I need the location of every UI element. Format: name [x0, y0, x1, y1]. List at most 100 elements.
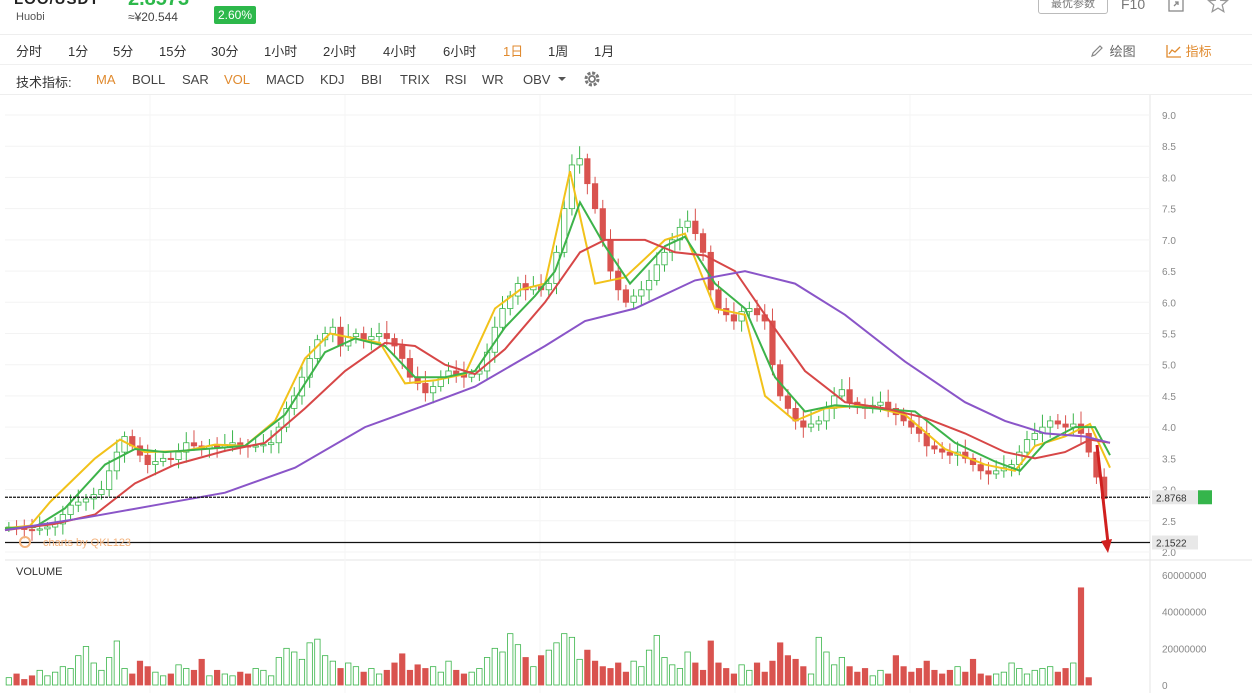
interval-tab[interactable]: 分时 [16, 44, 43, 59]
volume-bar [738, 664, 745, 686]
indicator-rsi[interactable]: RSI [445, 72, 467, 87]
interval-tab-active[interactable]: 1日 [503, 44, 524, 59]
indicator-bbi[interactable]: BBI [361, 72, 382, 87]
volume-tick-label: 20000000 [1162, 644, 1207, 655]
interval-tab[interactable]: 30分 [211, 44, 239, 59]
candle-body [67, 504, 74, 515]
volume-bar [815, 636, 822, 686]
volume-bar [175, 664, 182, 686]
volume-bar [1023, 673, 1031, 686]
volume-bar [908, 671, 915, 686]
horizontal-levels[interactable]: 2.8768 2.1522 [5, 490, 1212, 550]
volume-bar [692, 662, 699, 686]
drawn-arrow[interactable] [1095, 444, 1112, 553]
candle-body [653, 264, 660, 281]
volume-bar [306, 642, 313, 686]
volume-tick-label: 60000000 [1162, 571, 1207, 582]
candle-body [846, 389, 853, 403]
interval-tab[interactable]: 1周 [548, 44, 569, 59]
candle-body [545, 283, 552, 291]
interval-tab[interactable]: 5分 [113, 44, 134, 59]
volume-bar [553, 642, 560, 686]
interval-tab[interactable]: 15分 [159, 44, 187, 59]
cny-price: ≈¥20.544 [128, 10, 178, 24]
candle-body [615, 270, 622, 291]
interval-tab[interactable]: 6小时 [443, 44, 477, 59]
candle-body [252, 445, 259, 448]
interval-tab[interactable]: 1月 [594, 44, 615, 59]
volume-bar [591, 660, 599, 686]
candles [5, 146, 1108, 541]
volume-bar [954, 666, 961, 686]
indicators-tool-button[interactable]: 指标 [1166, 41, 1212, 60]
candle-body [591, 183, 599, 210]
volume-bar [399, 653, 406, 686]
indicator-sar[interactable]: SAR [182, 72, 209, 87]
interval-tab[interactable]: 1小时 [264, 44, 298, 59]
draw-tool-button[interactable]: 绘图 [1090, 41, 1136, 60]
candle-body [1023, 439, 1031, 453]
f10-button[interactable]: F10 [1121, 0, 1146, 12]
volume-bar [44, 675, 51, 686]
candle-body [946, 451, 953, 456]
expand-icon[interactable] [1168, 0, 1184, 12]
price-tick-label: 5.5 [1162, 330, 1176, 341]
volume-bar [445, 660, 452, 686]
volume-bar [152, 671, 159, 686]
candle-body [753, 308, 761, 316]
candle-body [784, 395, 791, 409]
volume-bar [314, 638, 321, 686]
price-tick-label: 7.5 [1162, 205, 1176, 216]
volume-bar [707, 640, 714, 686]
candle-body [383, 333, 390, 339]
interval-tab[interactable]: 2小时 [323, 44, 357, 59]
volume-bar [537, 655, 545, 686]
price-tick-label: 8.5 [1162, 142, 1176, 153]
moving-average-line [4, 238, 1111, 532]
volume-bar [491, 647, 498, 686]
candle-body [699, 233, 707, 253]
gear-icon[interactable] [583, 70, 601, 88]
volume-bar [607, 668, 614, 686]
volume-label: VOLUME [16, 566, 62, 578]
candle-body [807, 423, 815, 428]
candle-body [399, 345, 406, 359]
candle-body [368, 336, 375, 341]
chart-area[interactable]: 9.08.58.07.57.06.56.05.55.04.54.03.53.02… [0, 95, 1252, 693]
volume-bar [13, 673, 20, 686]
volume-bar [52, 671, 59, 686]
volume-bar [877, 669, 884, 686]
indicator-bar-label: 技术指标: [16, 75, 72, 90]
symbol-title: LOO/USDT [14, 0, 100, 8]
favorite-star-icon[interactable] [1207, 0, 1229, 14]
indicator-trix[interactable]: TRIX [400, 72, 430, 87]
optimal-params-button[interactable]: 最优参数 [1038, 0, 1108, 14]
interval-tab[interactable]: 4小时 [383, 44, 417, 59]
volume-bar [160, 675, 167, 686]
volume-axis: 60000000 40000000 20000000 0 [1162, 571, 1207, 692]
volume-bar [329, 660, 336, 686]
interval-tab[interactable]: 1分 [68, 44, 89, 59]
volume-bar [838, 657, 845, 686]
volume-bar [183, 668, 190, 686]
volume-bar [422, 668, 429, 686]
candle-body [352, 333, 360, 338]
indicator-wr[interactable]: WR [482, 72, 504, 87]
volume-bar [368, 668, 375, 686]
candle-body [106, 470, 113, 490]
indicator-ma[interactable]: MA [96, 72, 116, 87]
volume-bar [993, 673, 1000, 686]
volume-bar [1070, 662, 1077, 686]
indicator-vol[interactable]: VOL [224, 72, 251, 87]
volume-bar [28, 675, 36, 686]
indicator-boll[interactable]: BOLL [132, 72, 166, 87]
indicator-obv-dropdown[interactable]: OBV [523, 72, 567, 87]
candle-body [985, 470, 992, 475]
candle-body [746, 308, 753, 313]
pencil-icon [1091, 45, 1103, 57]
candle-body [599, 208, 606, 241]
candle-body [391, 338, 398, 347]
indicator-macd[interactable]: MACD [266, 72, 305, 87]
volume-bar [352, 666, 360, 686]
indicator-kdj[interactable]: KDJ [320, 72, 345, 87]
